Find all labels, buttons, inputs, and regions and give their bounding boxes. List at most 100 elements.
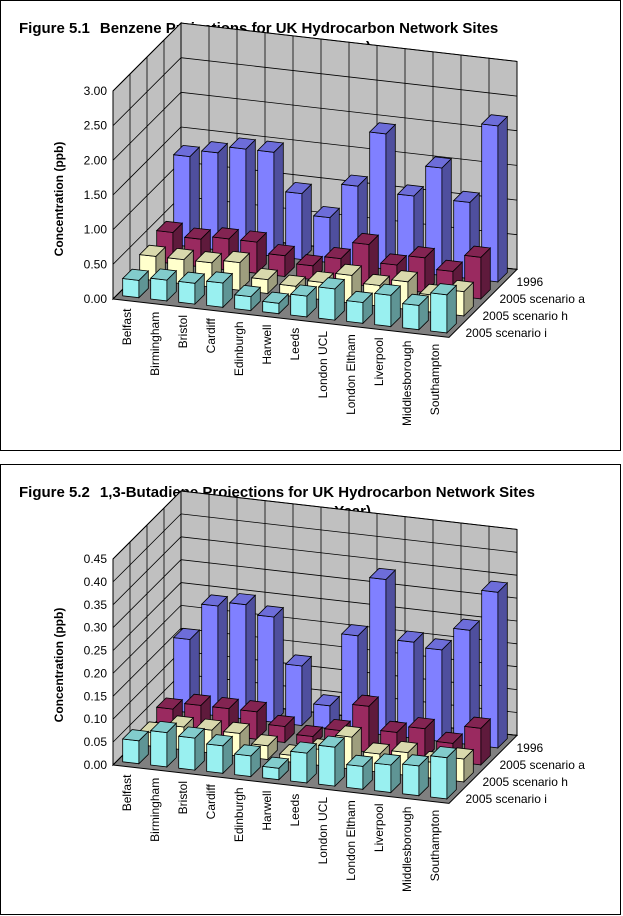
x-tick-label: Harwell <box>260 325 274 365</box>
bar-side <box>497 115 508 283</box>
bar-top <box>345 754 374 767</box>
bar-bristol-series-3 <box>177 726 206 772</box>
bar-top <box>289 284 318 297</box>
bar-top <box>401 754 430 767</box>
y-tick-label: 0.25 <box>84 644 108 658</box>
bar-southampton-series-3 <box>429 283 458 334</box>
x-tick-label: London Eltham <box>344 334 358 415</box>
y-tick-label: 0.50 <box>84 257 108 271</box>
bar-top <box>317 735 346 748</box>
y-axis-label: Concentration (ppb) <box>52 142 66 257</box>
bar-side <box>301 655 312 727</box>
chart-svg-benzene: 0.00 0.50 1.00 1.50 2.00 2.50 3.00 Belfast Birmi… <box>52 21 586 426</box>
bar-top <box>435 259 464 272</box>
y-tick-label: 2.50 <box>84 119 108 133</box>
bar-top <box>239 700 268 713</box>
bar-top <box>295 724 324 737</box>
bar-london-ucl-series-3 <box>317 735 346 788</box>
bar-bristol-series-0 <box>228 137 257 255</box>
bar-top <box>396 184 425 197</box>
y-axis-label: Concentration (ppb) <box>52 608 66 723</box>
bar-belfast-series-3 <box>121 729 150 765</box>
bar-cardiff-series-3 <box>205 734 234 775</box>
bar-top <box>172 627 201 640</box>
x-tick-label: London UCL <box>316 797 330 865</box>
bar-front <box>178 280 196 305</box>
x-tick-label: Leeds <box>288 794 302 827</box>
bar-top <box>261 756 290 769</box>
bar-top <box>362 742 391 755</box>
bar-top <box>362 273 391 286</box>
bar-liverpool-series-0 <box>424 638 453 743</box>
bar-top <box>424 156 453 169</box>
legend-series-label: 2005 scenario a <box>500 292 586 306</box>
x-tick-label: Southampton <box>428 344 442 415</box>
bar-edinburgh-series-1 <box>267 244 296 278</box>
bar-top <box>407 246 436 259</box>
y-tick-label: 0.10 <box>84 712 108 726</box>
bar-top <box>452 618 481 631</box>
x-tick-label: Belfast <box>120 308 134 345</box>
bar-front <box>374 292 392 327</box>
bar-belfast-series-3 <box>121 268 150 299</box>
bar-front <box>374 762 392 793</box>
bar-front <box>318 286 336 321</box>
bar-side <box>273 142 284 258</box>
bar-top <box>390 270 419 283</box>
bar-top <box>267 714 296 727</box>
bar-top <box>334 725 363 738</box>
bar-edinburgh-series-0 <box>284 654 313 727</box>
bar-top <box>149 720 178 734</box>
bar-top <box>200 141 229 154</box>
bar-top <box>373 283 402 296</box>
bar-top <box>233 284 262 298</box>
bar-side <box>385 569 396 737</box>
y-tick-label: 1.50 <box>84 188 108 202</box>
bar-bristol-series-3 <box>177 271 206 306</box>
bar-top <box>177 726 206 739</box>
bar-top <box>284 654 313 667</box>
bar-front <box>290 293 308 318</box>
bar-top <box>424 638 453 651</box>
bar-top <box>200 594 229 607</box>
bar-top <box>250 734 279 747</box>
bar-top <box>250 267 279 281</box>
y-tick-label: 0.20 <box>84 666 108 680</box>
bar-edinburgh-series-3 <box>233 284 262 312</box>
y-tick-label: 0.00 <box>84 758 108 772</box>
bar-top <box>429 746 458 759</box>
x-tick-label: Bristol <box>176 315 190 348</box>
bar-top <box>211 696 240 710</box>
bar-cardiff-series-0 <box>256 140 285 258</box>
legend-series-label: 2005 scenario h <box>483 775 568 789</box>
gridline <box>112 490 518 560</box>
legend-series-label: 2005 scenario a <box>500 758 586 772</box>
bar-top <box>340 624 369 637</box>
bar-top <box>121 729 150 742</box>
x-tick-label: Birmingham <box>148 312 162 376</box>
bar-front <box>402 303 420 331</box>
bar-top <box>183 693 212 706</box>
bar-front <box>290 750 308 784</box>
bar-front <box>234 294 252 311</box>
x-tick-label: Belfast <box>120 774 134 811</box>
bar-top <box>205 734 234 747</box>
legend-series-label: 2005 scenario h <box>483 309 568 323</box>
bar-top <box>480 580 509 593</box>
bar-top <box>121 268 150 281</box>
bar-top <box>267 244 296 257</box>
bar-edinburgh-series-0 <box>284 181 313 261</box>
bar-top <box>222 250 251 264</box>
bar-top <box>306 270 335 284</box>
bar-top <box>368 567 397 580</box>
legend-series-label: 2005 scenario i <box>466 792 547 806</box>
x-tick-label: Edinburgh <box>232 321 246 376</box>
bar-front <box>318 744 336 787</box>
bar-top <box>480 114 509 127</box>
x-tick-label: Bristol <box>176 781 190 814</box>
bar-leeds-series-3 <box>289 284 318 318</box>
bar-top <box>312 205 341 219</box>
bar-top <box>452 190 481 203</box>
bar-front <box>150 277 168 302</box>
bar-top <box>340 174 369 187</box>
